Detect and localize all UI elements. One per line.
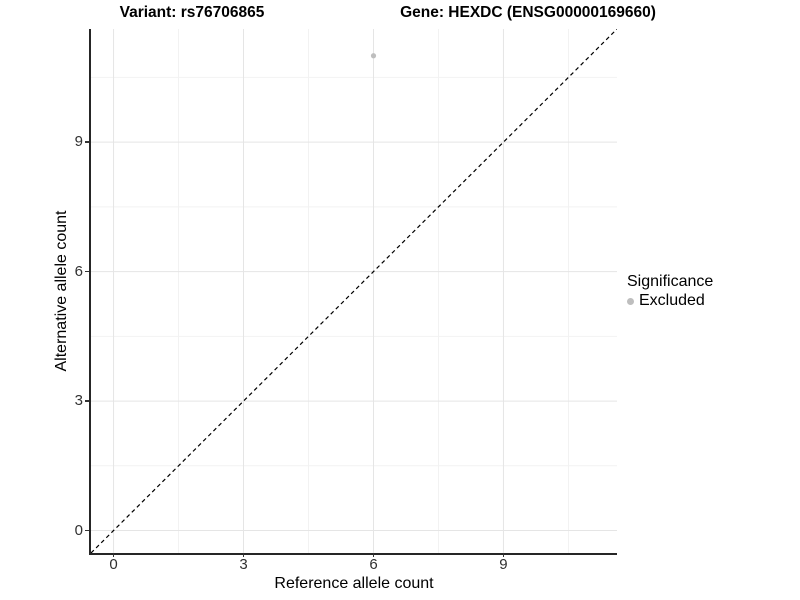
legend-item: Excluded <box>627 292 792 310</box>
legend: Significance Excluded <box>627 272 792 310</box>
x-tick-mark <box>242 553 245 557</box>
x-tick-mark <box>502 553 505 557</box>
y-axis-title: Alternative allele count <box>53 210 70 372</box>
legend-point-icon <box>627 297 634 305</box>
legend-title: Significance <box>627 273 714 290</box>
data-point <box>370 53 377 59</box>
plot-panel <box>89 29 617 555</box>
x-tick-label: 6 <box>369 556 378 573</box>
x-tick-label: 0 <box>109 556 118 573</box>
y-tick-label: 0 <box>74 521 83 539</box>
y-tick-mark <box>85 529 89 532</box>
identity-dashed-line <box>91 29 617 553</box>
y-tick-mark <box>85 400 89 402</box>
plot-title-variant: Variant: rs76706865 <box>119 4 265 21</box>
x-tick-mark <box>112 553 115 557</box>
y-tick-label: 3 <box>74 392 83 410</box>
legend-items: Excluded <box>627 292 792 310</box>
y-tick-label: 9 <box>74 133 83 151</box>
x-axis-title: Reference allele count <box>274 575 434 592</box>
plot-canvas <box>91 29 617 553</box>
x-tick-label: 9 <box>499 556 508 573</box>
y-tick-label: 6 <box>74 262 83 280</box>
legend-item-label: Excluded <box>639 292 705 309</box>
x-tick-mark <box>372 553 375 557</box>
y-tick-mark <box>85 141 89 143</box>
x-tick-label: 3 <box>239 556 248 573</box>
plot-title-gene: Gene: HEXDC (ENSG00000169660) <box>400 4 656 21</box>
y-tick-mark <box>85 270 89 273</box>
